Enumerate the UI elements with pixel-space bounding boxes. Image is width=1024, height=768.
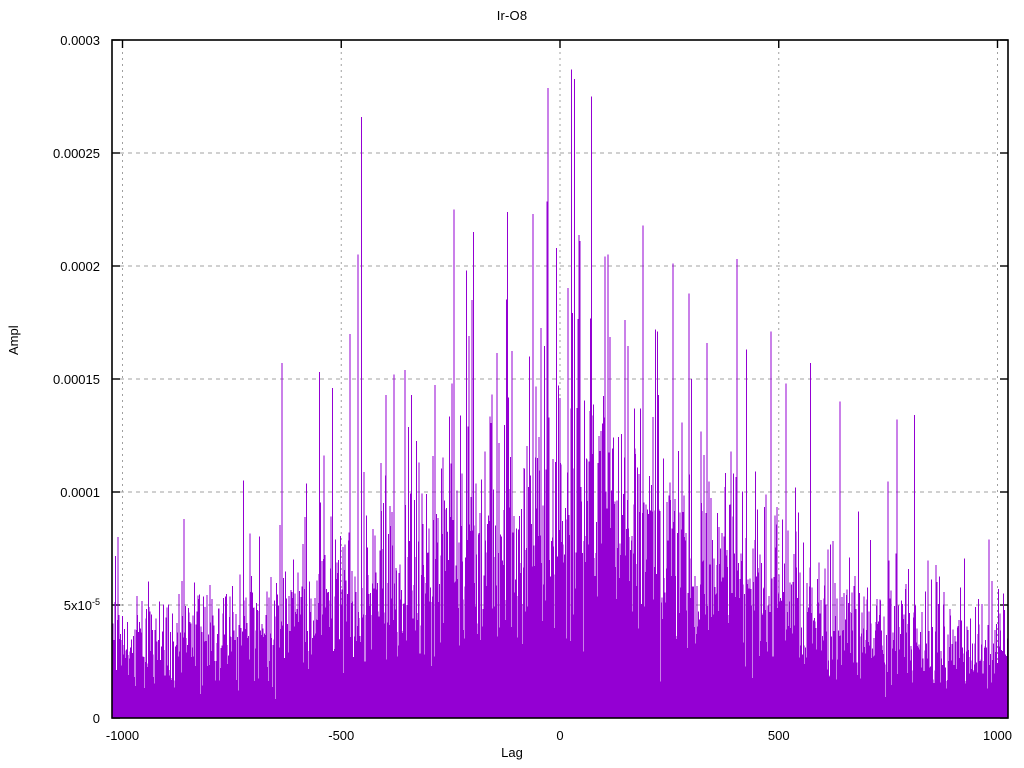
- y-tick-label: 0: [93, 711, 100, 726]
- x-tick-label: 500: [768, 728, 790, 743]
- y-tick-label: 0.0002: [60, 259, 100, 274]
- x-axis-label: Lag: [501, 745, 523, 760]
- y-tick-label: 0.00015: [53, 372, 100, 387]
- tick-labels: 0 5x10-5 0.0001 0.00015 0.0002 0.00025 0.0003 -…: [53, 33, 1012, 743]
- plot-border: [111, 39, 1009, 719]
- y-tick-label: 0.00025: [53, 146, 100, 161]
- y-tick-label: 0.0001: [60, 485, 100, 500]
- y-tick-label: 5x10-5: [64, 597, 100, 613]
- chart-title: Ir-O8: [496, 8, 528, 23]
- x-tick-label: -500: [328, 728, 354, 743]
- x-tick-label: -1000: [106, 728, 139, 743]
- x-tick-label: 1000: [983, 728, 1012, 743]
- y-tick-label: 0.0003: [60, 33, 100, 48]
- x-tick-label: 0: [556, 728, 563, 743]
